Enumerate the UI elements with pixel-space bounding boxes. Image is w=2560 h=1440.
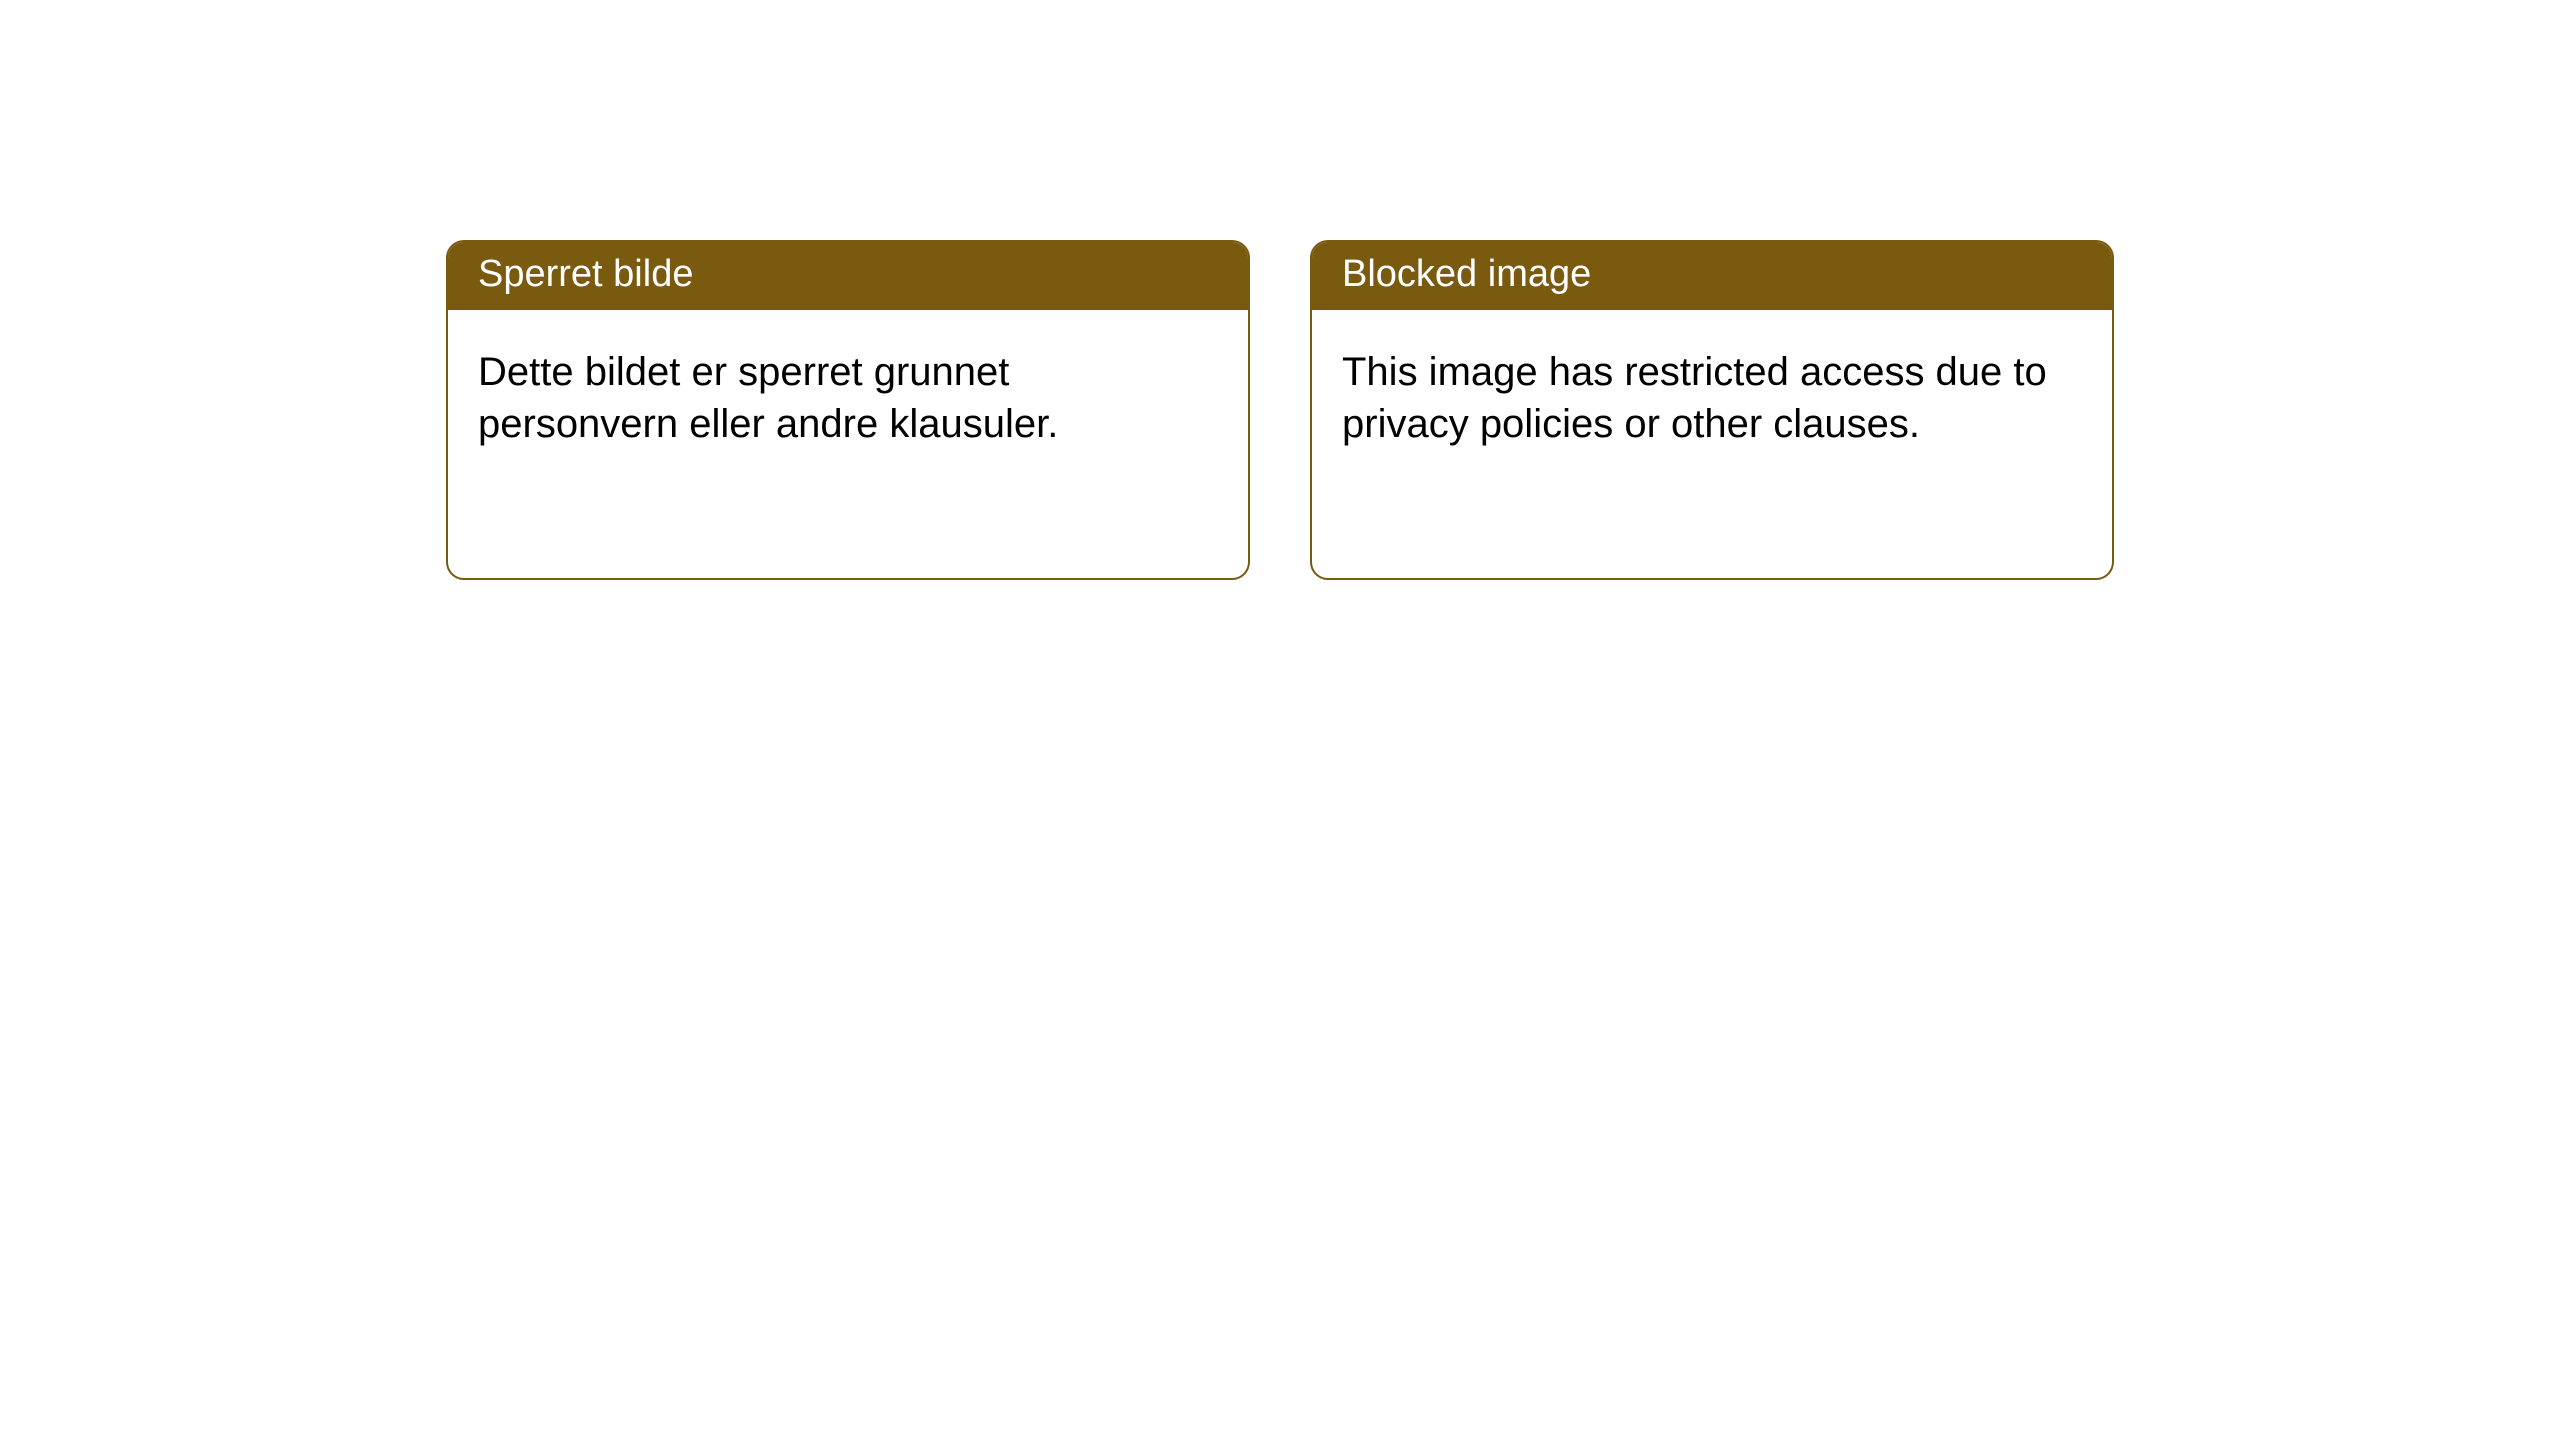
notice-cards-container: Sperret bilde Dette bildet er sperret gr… [0, 0, 2560, 580]
notice-body-text: This image has restricted access due to … [1342, 350, 2047, 446]
notice-card-header: Blocked image [1312, 242, 2112, 310]
notice-card-norwegian: Sperret bilde Dette bildet er sperret gr… [446, 240, 1250, 580]
notice-card-english: Blocked image This image has restricted … [1310, 240, 2114, 580]
notice-card-body: Dette bildet er sperret grunnet personve… [448, 310, 1248, 480]
notice-card-header: Sperret bilde [448, 242, 1248, 310]
notice-title: Blocked image [1342, 253, 1591, 295]
notice-title: Sperret bilde [478, 253, 693, 295]
notice-body-text: Dette bildet er sperret grunnet personve… [478, 350, 1058, 446]
notice-card-body: This image has restricted access due to … [1312, 310, 2112, 480]
